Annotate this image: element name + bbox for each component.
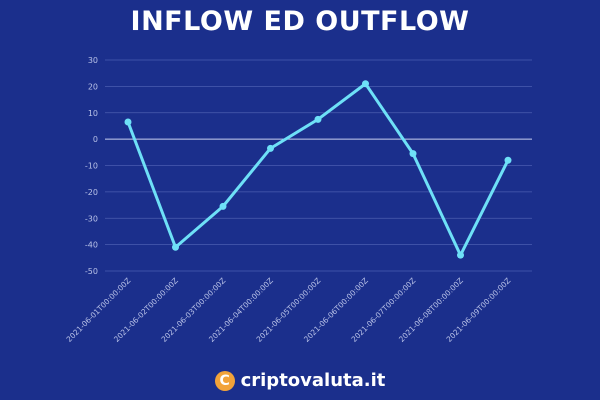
brand-footer: C criptovaluta.it xyxy=(0,370,600,391)
data-point xyxy=(409,150,417,158)
y-tick-label: -50 xyxy=(85,267,98,276)
y-tick-label: 0 xyxy=(93,135,98,144)
data-point xyxy=(124,118,132,126)
y-tick-label: -10 xyxy=(85,162,98,171)
data-point xyxy=(267,144,274,152)
data-point xyxy=(504,156,512,164)
y-tick-label: -20 xyxy=(85,188,98,197)
bitcoin-logo-icon: C xyxy=(214,370,235,391)
data-point xyxy=(457,251,464,259)
y-tick-label: -40 xyxy=(85,241,98,250)
chart-title: INFLOW ED OUTFLOW xyxy=(130,6,470,37)
data-point xyxy=(172,243,179,251)
y-tick-label: -30 xyxy=(85,214,98,223)
data-point xyxy=(219,202,227,210)
brand-name: criptovaluta.it xyxy=(240,370,386,391)
data-point xyxy=(362,80,369,88)
y-tick-label: 10 xyxy=(88,109,98,118)
y-tick-label: 30 xyxy=(88,56,98,65)
data-point xyxy=(314,115,322,123)
y-tick-label: 20 xyxy=(88,82,98,91)
series-line xyxy=(126,82,510,257)
